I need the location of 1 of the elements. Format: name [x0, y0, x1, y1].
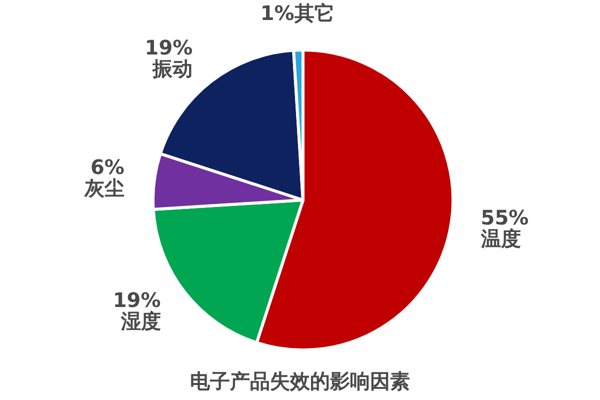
title: 电子产品失效的影响因素 — [190, 369, 410, 393]
